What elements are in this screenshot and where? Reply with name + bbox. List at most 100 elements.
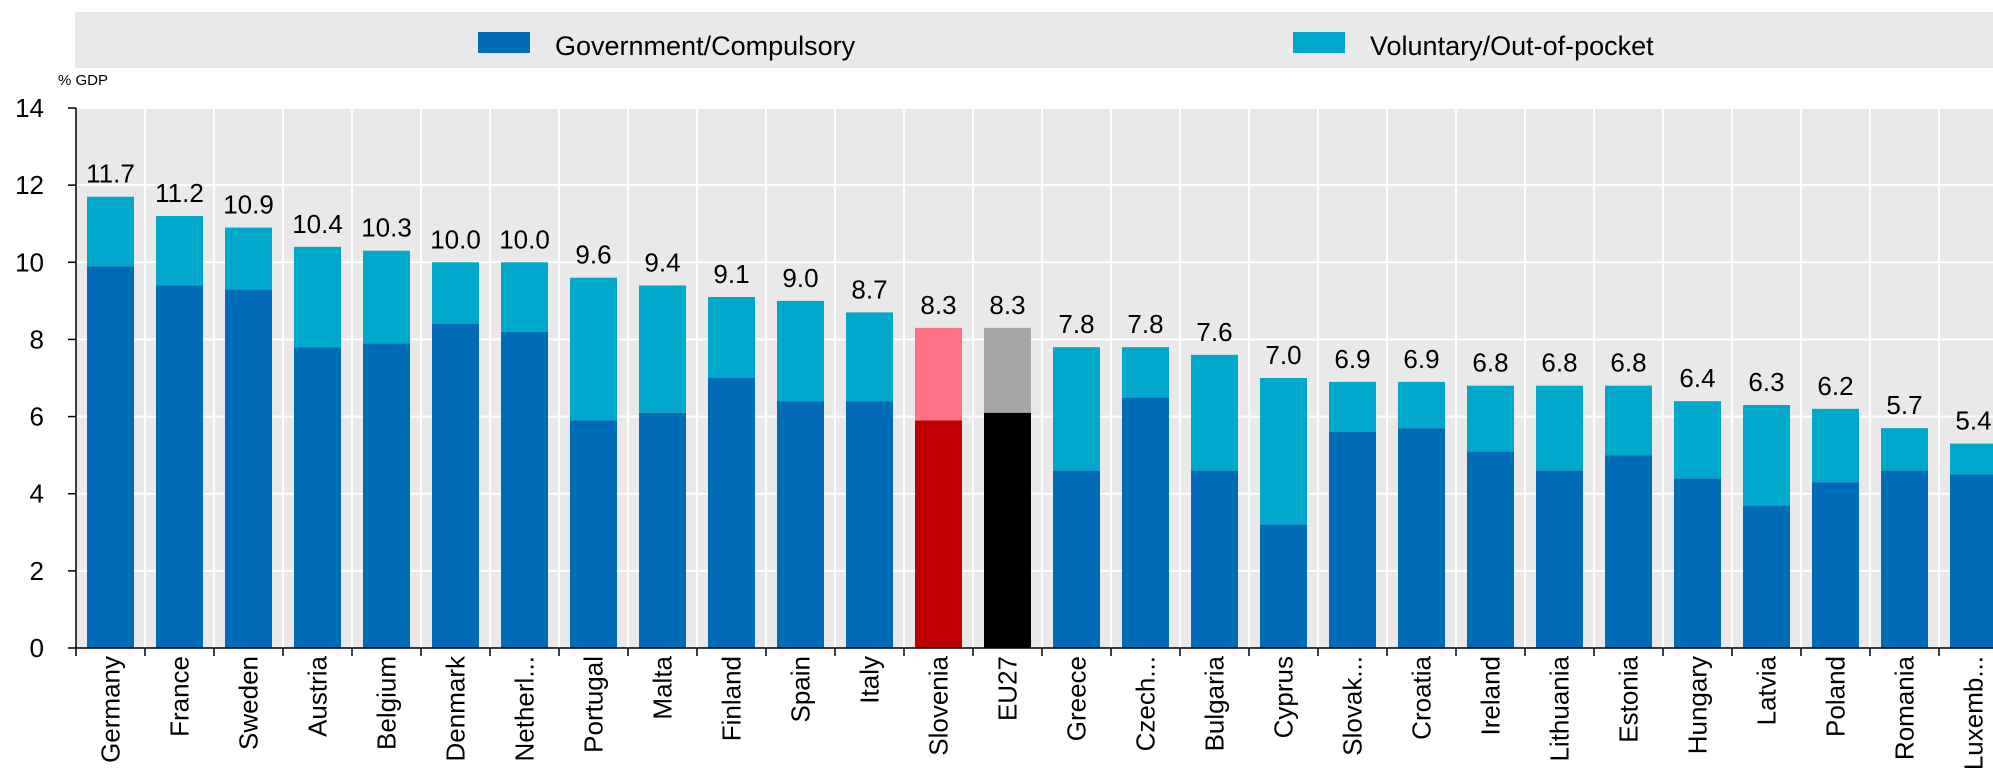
data-label-total: 11.2	[155, 178, 204, 208]
data-label-total: 10.4	[292, 209, 343, 239]
data-label-total: 6.2	[1817, 371, 1853, 401]
y-tick-label: 12	[15, 170, 44, 200]
bar-voluntary	[363, 250, 410, 344]
bar-voluntary	[87, 196, 134, 267]
data-label-total: 6.4	[1679, 363, 1715, 393]
bar-government	[156, 285, 203, 648]
legend-swatch-voluntary	[1293, 32, 1345, 53]
y-tick-label: 2	[30, 556, 44, 586]
bar-voluntary	[984, 327, 1031, 413]
bar-voluntary	[1053, 347, 1100, 471]
bar-government	[1536, 470, 1583, 648]
x-tick-label: Czech...	[1131, 656, 1161, 751]
y-tick-label: 6	[30, 402, 44, 432]
x-tick-label: Greece	[1062, 656, 1092, 741]
legend-label-government: Government/Compulsory	[555, 31, 856, 61]
bar-voluntary	[708, 297, 755, 378]
data-label-total: 5.7	[1886, 390, 1922, 420]
bar-voluntary	[1122, 347, 1169, 398]
bar-government	[639, 412, 686, 648]
x-tick-label: Denmark	[441, 655, 471, 761]
bar-voluntary	[294, 246, 341, 348]
bar-government	[363, 343, 410, 648]
bar-government	[1674, 478, 1721, 648]
axes	[68, 107, 1993, 656]
x-tick-label: Netherl...	[510, 656, 540, 762]
bar-government	[1329, 432, 1376, 648]
bar-government	[432, 324, 479, 648]
x-tick-label: Portugal	[579, 656, 609, 753]
bar-voluntary	[1812, 408, 1859, 483]
bar-government	[1053, 470, 1100, 648]
bar-voluntary	[915, 327, 962, 421]
bar-voluntary	[846, 312, 893, 402]
data-label-total: 9.1	[713, 259, 749, 289]
data-label-total: 8.3	[920, 290, 956, 320]
x-tick-label: Sweden	[234, 656, 264, 750]
bar-voluntary	[1674, 401, 1721, 479]
x-tick-label: Belgium	[372, 656, 402, 750]
bar-government	[1467, 451, 1514, 648]
bar-voluntary	[777, 300, 824, 402]
data-label-total: 10.3	[361, 213, 412, 243]
y-tick-label: 10	[15, 247, 44, 277]
y-tick-label: 8	[30, 324, 44, 354]
y-tick-label: 14	[15, 93, 44, 123]
bar-government	[1950, 474, 1993, 648]
bar-government	[708, 378, 755, 648]
bar-government	[570, 420, 617, 648]
legend-background	[75, 12, 1993, 68]
data-label-total: 7.8	[1127, 309, 1163, 339]
bar-voluntary	[1605, 385, 1652, 456]
data-label-total: 7.8	[1058, 309, 1094, 339]
data-label-total: 11.7	[86, 159, 135, 189]
legend-swatch-government	[478, 32, 530, 53]
x-tick-label: Poland	[1821, 656, 1851, 737]
bar-voluntary	[1398, 381, 1445, 429]
bar-government	[915, 420, 962, 648]
bar-voluntary	[639, 285, 686, 413]
x-tick-label: Estonia	[1614, 655, 1644, 742]
x-tick-label: Romania	[1890, 655, 1920, 760]
data-label-total: 6.9	[1334, 344, 1370, 374]
bar-voluntary	[225, 227, 272, 290]
bar-government	[777, 401, 824, 648]
x-tick-label: Malta	[648, 655, 678, 719]
x-tick-label: Germany	[96, 656, 126, 763]
bar-government	[1812, 482, 1859, 648]
y-tick-label: 0	[30, 633, 44, 663]
data-label-total: 9.0	[782, 263, 818, 293]
data-label-total: 10.0	[499, 224, 550, 254]
data-label-total: 7.6	[1196, 317, 1232, 347]
x-tick-label: Finland	[717, 656, 747, 741]
data-label-total: 5.4	[1955, 406, 1991, 436]
bar-government	[1260, 524, 1307, 648]
data-label-total: 10.0	[430, 224, 481, 254]
data-label-total: 8.3	[989, 290, 1025, 320]
bar-voluntary	[1743, 405, 1790, 506]
x-tick-label: Slovak...	[1338, 656, 1368, 756]
data-label-total: 9.4	[644, 247, 680, 277]
bar-government	[294, 347, 341, 648]
bar-government	[1743, 505, 1790, 648]
x-tick-label: Latvia	[1752, 655, 1782, 725]
x-tick-label: EU27	[993, 656, 1023, 721]
data-label-total: 6.8	[1610, 348, 1646, 378]
bar-government	[846, 401, 893, 648]
x-tick-label: Ireland	[1476, 656, 1506, 736]
x-tick-label: Slovenia	[924, 655, 954, 755]
bar-government	[501, 331, 548, 648]
data-label-total: 6.8	[1472, 348, 1508, 378]
bar-voluntary	[1467, 385, 1514, 452]
bar-voluntary	[1881, 428, 1928, 471]
x-tick-label: Hungary	[1683, 656, 1713, 754]
data-label-total: 8.7	[851, 274, 887, 304]
bar-government	[1881, 470, 1928, 648]
x-tick-label: Lithuania	[1545, 655, 1575, 761]
bar-voluntary	[1260, 378, 1307, 525]
x-tick-label: Italy	[855, 656, 885, 704]
bar-voluntary	[1536, 385, 1583, 471]
y-axis-unit-label: % GDP	[58, 72, 108, 89]
bar-voluntary	[1191, 354, 1238, 471]
